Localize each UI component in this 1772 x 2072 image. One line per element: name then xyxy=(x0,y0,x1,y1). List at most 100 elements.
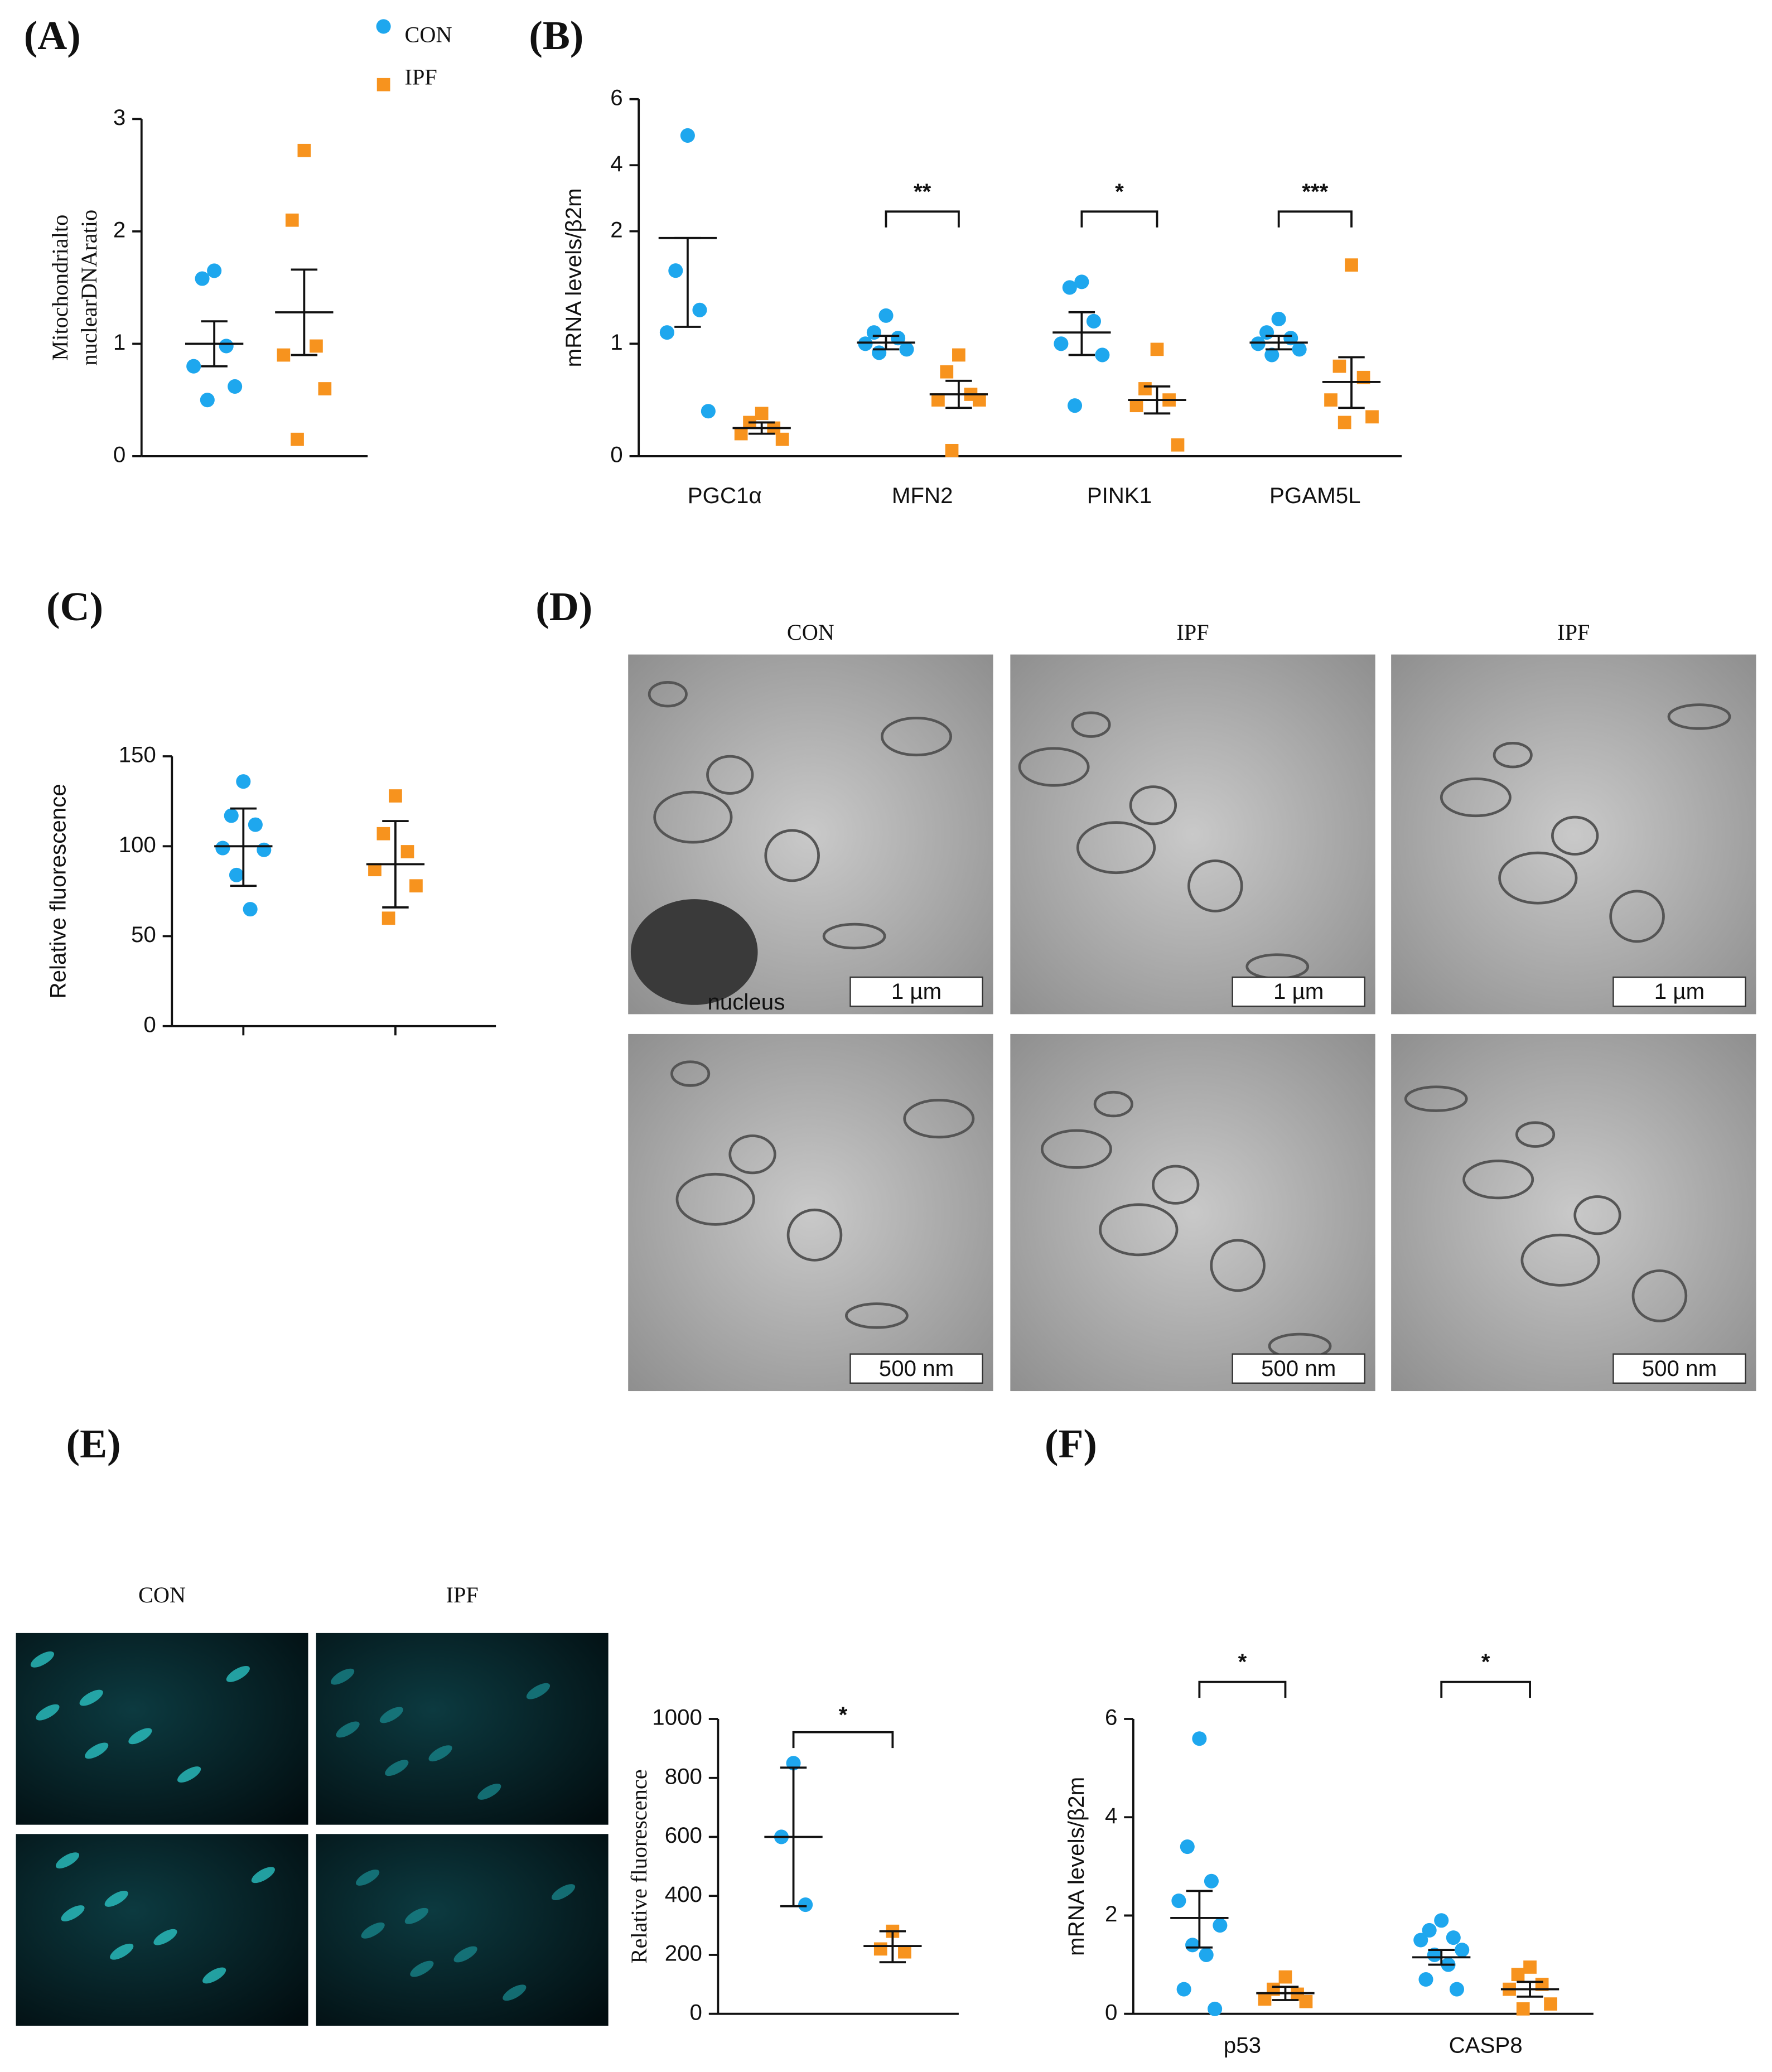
data-point xyxy=(1180,1839,1195,1854)
data-point xyxy=(1434,1913,1449,1928)
micrograph xyxy=(1391,654,1756,1015)
micrograph-texture xyxy=(728,1134,776,1175)
data-point xyxy=(668,263,683,278)
micrograph-texture xyxy=(706,755,754,795)
scale-bar-box xyxy=(849,976,983,1007)
significance-bracket xyxy=(1440,1680,1531,1698)
data-point xyxy=(1338,416,1351,429)
scale-bar-label: 500 nm xyxy=(1642,1356,1717,1381)
data-point xyxy=(186,359,201,374)
x-tick-label: CASP8 xyxy=(1449,2033,1523,2058)
micrograph-texture xyxy=(1152,1165,1200,1205)
y-tick-label: 0 xyxy=(143,1012,156,1037)
data-point xyxy=(1258,1992,1272,2006)
data-point xyxy=(1356,370,1370,384)
data-point xyxy=(1199,1947,1214,1962)
scale-bar-label: 1 µm xyxy=(1273,979,1324,1004)
column-header: IPF xyxy=(1557,620,1590,645)
y-tick-label: 0 xyxy=(610,442,622,467)
data-point xyxy=(1213,1918,1228,1933)
panel-label: (D) xyxy=(535,584,592,629)
data-point xyxy=(224,808,239,823)
panel-label: (C) xyxy=(46,584,103,629)
y-tick-label: 150 xyxy=(119,742,156,767)
data-point xyxy=(409,879,423,893)
micrograph-texture xyxy=(1071,711,1111,738)
x-tick-label: MFN2 xyxy=(892,483,953,508)
data-point xyxy=(1086,313,1101,329)
column-header: IPF xyxy=(446,1582,479,1607)
data-point xyxy=(931,393,945,407)
micrograph-texture xyxy=(1520,1233,1600,1287)
micrograph-texture xyxy=(845,1302,909,1329)
data-point xyxy=(1516,2002,1530,2016)
cell-signal xyxy=(331,1668,355,1685)
data-point xyxy=(1271,311,1286,326)
y-tick-label: 0 xyxy=(1105,1999,1117,2025)
data-point xyxy=(382,911,395,925)
micrograph-texture xyxy=(1129,785,1177,825)
column-header: CON xyxy=(138,1582,186,1607)
data-point xyxy=(973,393,986,407)
micrograph xyxy=(628,1033,993,1392)
data-point xyxy=(1129,399,1143,413)
micrograph-annotation: nucleus xyxy=(707,989,785,1015)
data-point xyxy=(1185,1938,1200,1953)
data-point xyxy=(1345,258,1358,272)
legend-label: IPF xyxy=(405,64,437,89)
data-point xyxy=(873,1942,887,1956)
data-point xyxy=(1204,1873,1219,1889)
x-tick-label: PGC1α xyxy=(688,483,762,508)
data-point xyxy=(368,863,382,877)
data-point xyxy=(236,774,251,789)
cell-signal xyxy=(30,1651,55,1668)
data-point xyxy=(200,393,215,408)
scale-bar-box xyxy=(1612,1353,1746,1384)
data-point xyxy=(1544,1997,1557,2011)
cell-signal xyxy=(153,1929,177,1945)
y-axis-label: Mitochondrialto xyxy=(47,215,73,361)
data-point xyxy=(1324,393,1338,407)
data-point xyxy=(755,407,769,421)
cell-signal xyxy=(428,1745,452,1762)
y-tick-label: 50 xyxy=(131,922,156,947)
micrograph-texture xyxy=(1093,1090,1133,1118)
y-tick-label: 2 xyxy=(113,218,125,243)
legend-marker xyxy=(376,78,390,91)
y-tick-label: 1 xyxy=(610,330,622,355)
micrograph-texture xyxy=(1099,1203,1179,1257)
data-point xyxy=(680,128,695,143)
data-point xyxy=(1150,342,1164,356)
micrograph xyxy=(1391,1033,1756,1392)
data-point xyxy=(1511,1968,1525,1982)
data-point xyxy=(701,404,716,419)
data-point xyxy=(1062,280,1077,295)
data-point xyxy=(1278,1970,1292,1984)
cell-signal xyxy=(202,1967,226,1984)
data-point xyxy=(1264,347,1279,363)
micrograph-texture xyxy=(1631,1269,1688,1322)
data-point xyxy=(898,1945,911,1959)
y-tick-label: 3 xyxy=(113,105,125,130)
data-point xyxy=(940,365,954,379)
micrograph-texture xyxy=(1210,1239,1266,1292)
data-point xyxy=(878,308,894,323)
y-axis-label: Relative fluorescence xyxy=(45,784,70,998)
cell-signal xyxy=(104,1891,128,1907)
data-point xyxy=(207,263,222,278)
cell-signal xyxy=(110,1943,134,1960)
data-point xyxy=(1171,438,1185,452)
fluorescence-image xyxy=(316,1633,609,1825)
x-tick-label: PGAM5L xyxy=(1269,483,1360,508)
data-point xyxy=(1192,1731,1207,1746)
legend-marker xyxy=(376,19,391,34)
micrograph-texture xyxy=(1462,1160,1534,1200)
micrograph xyxy=(1010,654,1375,1015)
data-point xyxy=(872,345,887,360)
micrograph-texture xyxy=(1667,703,1731,730)
data-point xyxy=(734,427,748,441)
micrograph-texture xyxy=(675,1172,755,1226)
y-tick-label: 2 xyxy=(610,217,622,242)
data-point xyxy=(1250,336,1266,351)
